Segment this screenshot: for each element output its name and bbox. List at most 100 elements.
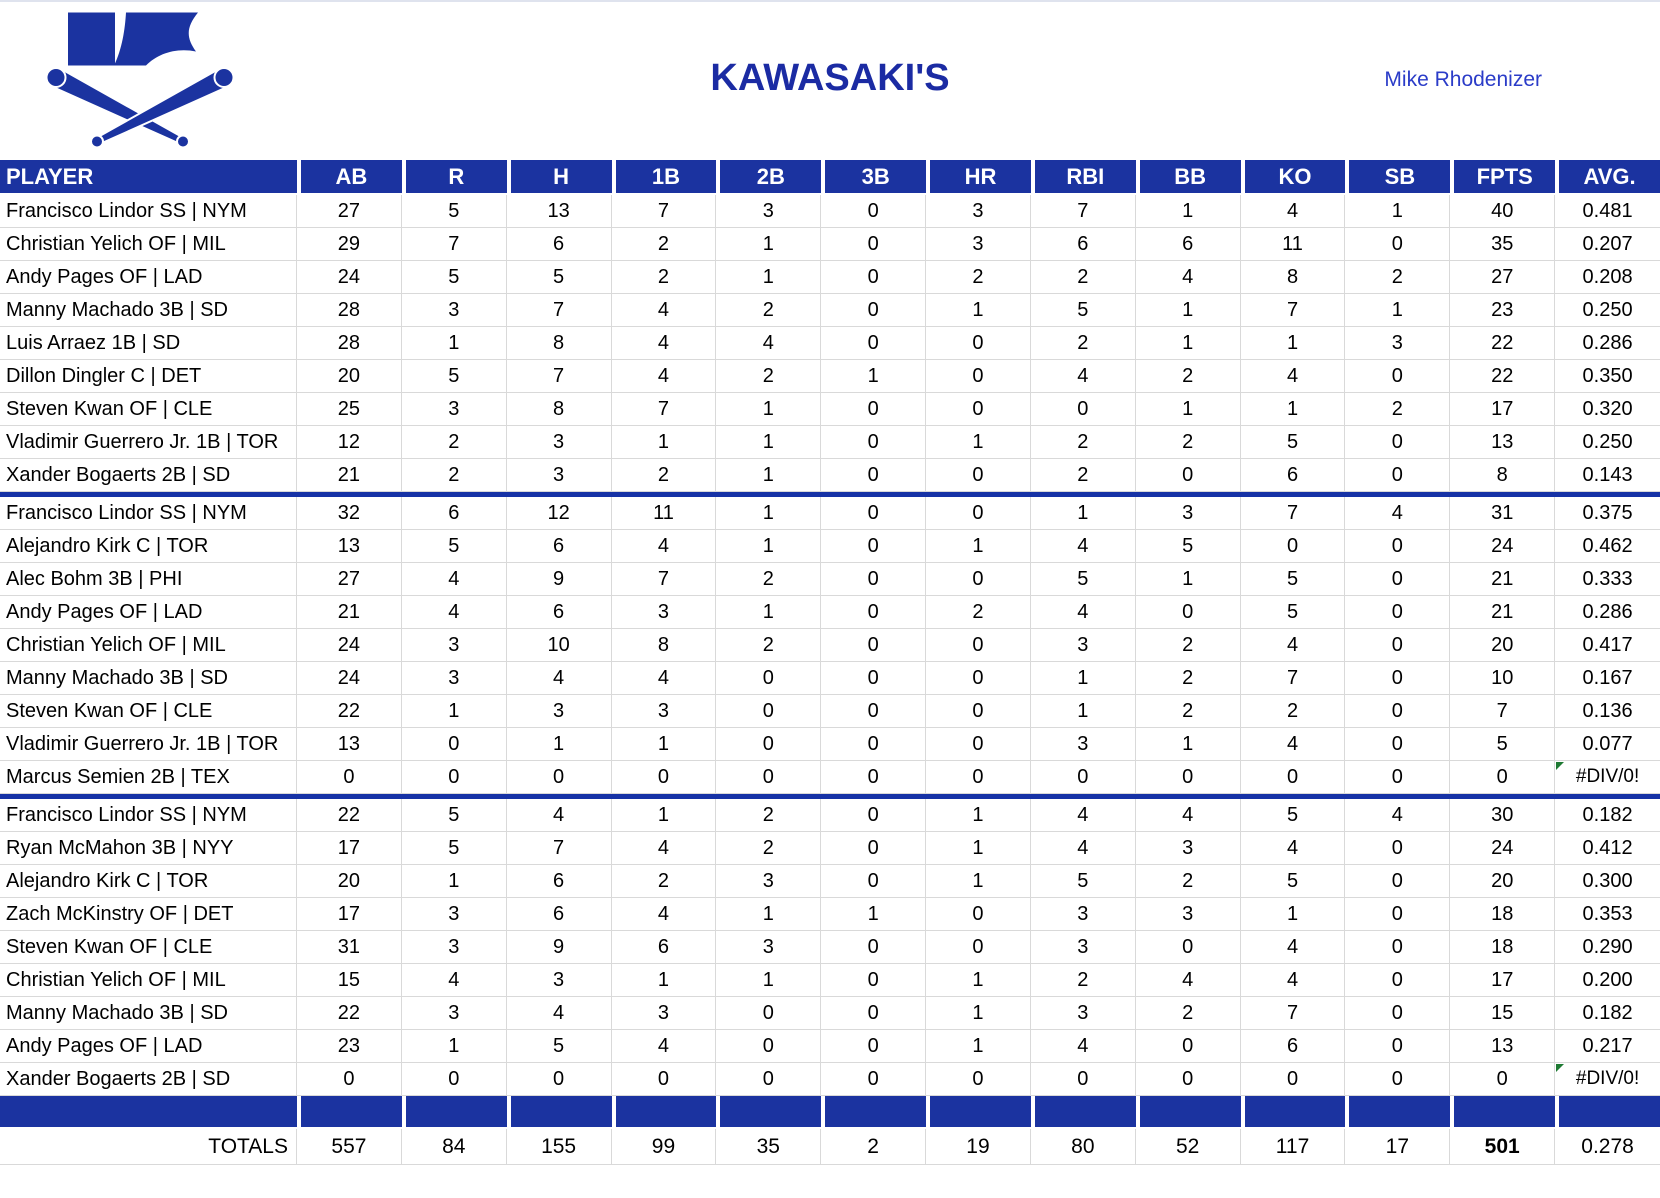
stat-cell-h[interactable]: 4 [506,799,612,832]
stat-cell-h[interactable]: 4 [506,662,612,695]
stat-cell-hr[interactable]: 0 [926,695,1031,728]
stat-cell-h[interactable]: 9 [506,931,612,964]
total-cell-rbi[interactable]: 80 [1030,1129,1136,1165]
stat-cell-fpts[interactable]: 27 [1450,261,1556,294]
stat-cell-r[interactable]: 5 [401,360,507,393]
stat-cell-ko[interactable]: 4 [1240,629,1346,662]
stat-cell-ab[interactable]: 24 [297,629,402,662]
stat-cell-rbi[interactable]: 3 [1030,997,1136,1030]
stat-cell-1b[interactable]: 7 [611,563,717,596]
column-header-hr[interactable]: HR [926,160,1031,195]
stat-cell-3b[interactable]: 0 [821,1030,927,1063]
stat-cell-1b[interactable]: 1 [611,728,717,761]
stat-cell-ab[interactable]: 21 [297,596,402,629]
stat-cell-3b[interactable]: 0 [821,629,927,662]
stat-cell-bb[interactable]: 2 [1135,997,1241,1030]
stat-cell-rbi[interactable]: 5 [1030,563,1136,596]
stat-cell-ab[interactable]: 28 [297,294,402,327]
stat-cell-hr[interactable]: 0 [926,393,1031,426]
stat-cell-h[interactable]: 1 [506,728,612,761]
stat-cell-avg[interactable]: 0.143 [1555,459,1660,492]
player-name-cell[interactable]: Francisco Lindor SS | NYM [0,195,297,228]
stat-cell-2b[interactable]: 3 [716,195,822,228]
stat-cell-3b[interactable]: 0 [821,695,927,728]
stat-cell-fpts[interactable]: 0 [1450,1063,1556,1096]
stat-cell-r[interactable]: 3 [401,997,507,1030]
player-name-cell[interactable]: Francisco Lindor SS | NYM [0,799,297,832]
stat-cell-avg[interactable]: 0.286 [1555,596,1660,629]
stat-cell-r[interactable]: 1 [401,327,507,360]
player-name-cell[interactable]: Vladimir Guerrero Jr. 1B | TOR [0,728,297,761]
stat-cell-1b[interactable]: 7 [611,393,717,426]
player-name-cell[interactable]: Steven Kwan OF | CLE [0,393,297,426]
stat-cell-fpts[interactable]: 20 [1450,629,1556,662]
player-name-cell[interactable]: Vladimir Guerrero Jr. 1B | TOR [0,426,297,459]
player-name-cell[interactable]: Manny Machado 3B | SD [0,997,297,1030]
stat-cell-r[interactable]: 3 [401,294,507,327]
player-name-cell[interactable]: Dillon Dingler C | DET [0,360,297,393]
stat-cell-avg[interactable]: 0.182 [1555,799,1660,832]
stat-cell-2b[interactable]: 3 [716,931,822,964]
stat-cell-fpts[interactable]: 13 [1450,1030,1556,1063]
stat-cell-2b[interactable]: 4 [716,327,822,360]
stat-cell-3b[interactable]: 0 [821,1063,927,1096]
stat-cell-sb[interactable]: 1 [1345,195,1451,228]
stat-cell-fpts[interactable]: 31 [1450,497,1556,530]
stat-cell-r[interactable]: 5 [401,261,507,294]
stat-cell-sb[interactable]: 0 [1345,563,1451,596]
stat-cell-fpts[interactable]: 5 [1450,728,1556,761]
stat-cell-r[interactable]: 7 [401,228,507,261]
stat-cell-fpts[interactable]: 24 [1450,832,1556,865]
stat-cell-fpts[interactable]: 23 [1450,294,1556,327]
stat-cell-rbi[interactable]: 7 [1030,195,1136,228]
stat-cell-ko[interactable]: 7 [1240,662,1346,695]
total-cell-sb[interactable]: 17 [1345,1129,1451,1165]
stat-cell-h[interactable]: 7 [506,294,612,327]
stat-cell-fpts[interactable]: 17 [1450,964,1556,997]
stat-cell-bb[interactable]: 2 [1135,865,1241,898]
stat-cell-r[interactable]: 4 [401,964,507,997]
stat-cell-avg[interactable]: 0.217 [1555,1030,1660,1063]
stat-cell-avg[interactable]: 0.481 [1555,195,1660,228]
stat-cell-sb[interactable]: 0 [1345,832,1451,865]
stat-cell-h[interactable]: 7 [506,360,612,393]
stat-cell-fpts[interactable]: 8 [1450,459,1556,492]
stat-cell-fpts[interactable]: 10 [1450,662,1556,695]
stat-cell-sb[interactable]: 0 [1345,761,1451,794]
stat-cell-bb[interactable]: 0 [1135,931,1241,964]
stat-cell-1b[interactable]: 0 [611,1063,717,1096]
stat-cell-bb[interactable]: 4 [1135,261,1241,294]
stat-cell-h[interactable]: 8 [506,393,612,426]
stat-cell-bb[interactable]: 2 [1135,629,1241,662]
stat-cell-ab[interactable]: 31 [297,931,402,964]
stat-cell-ko[interactable]: 4 [1240,728,1346,761]
stat-cell-2b[interactable]: 1 [716,459,822,492]
stat-cell-2b[interactable]: 2 [716,294,822,327]
stat-cell-3b[interactable]: 0 [821,261,927,294]
stat-cell-ko[interactable]: 1 [1240,898,1346,931]
stat-cell-3b[interactable]: 0 [821,459,927,492]
stat-cell-ab[interactable]: 27 [297,563,402,596]
total-cell-bb[interactable]: 52 [1135,1129,1241,1165]
total-cell-1b[interactable]: 99 [611,1129,717,1165]
stat-cell-sb[interactable]: 1 [1345,294,1451,327]
stat-cell-ko[interactable]: 4 [1240,360,1346,393]
stat-cell-bb[interactable]: 1 [1135,294,1241,327]
stat-cell-bb[interactable]: 0 [1135,761,1241,794]
stat-cell-ko[interactable]: 4 [1240,195,1346,228]
stat-cell-2b[interactable]: 1 [716,530,822,563]
stat-cell-hr[interactable]: 0 [926,898,1031,931]
stat-cell-r[interactable]: 1 [401,695,507,728]
stat-cell-2b[interactable]: 1 [716,898,822,931]
stat-cell-h[interactable]: 6 [506,865,612,898]
stat-cell-fpts[interactable]: 24 [1450,530,1556,563]
stat-cell-rbi[interactable]: 1 [1030,497,1136,530]
stat-cell-ko[interactable]: 1 [1240,327,1346,360]
stat-cell-2b[interactable]: 0 [716,761,822,794]
stat-cell-hr[interactable]: 0 [926,728,1031,761]
stat-cell-rbi[interactable]: 4 [1030,1030,1136,1063]
stat-cell-1b[interactable]: 3 [611,695,717,728]
total-cell-ab[interactable]: 557 [297,1129,402,1165]
stat-cell-h[interactable]: 0 [506,761,612,794]
stat-cell-avg[interactable]: 0.375 [1555,497,1660,530]
